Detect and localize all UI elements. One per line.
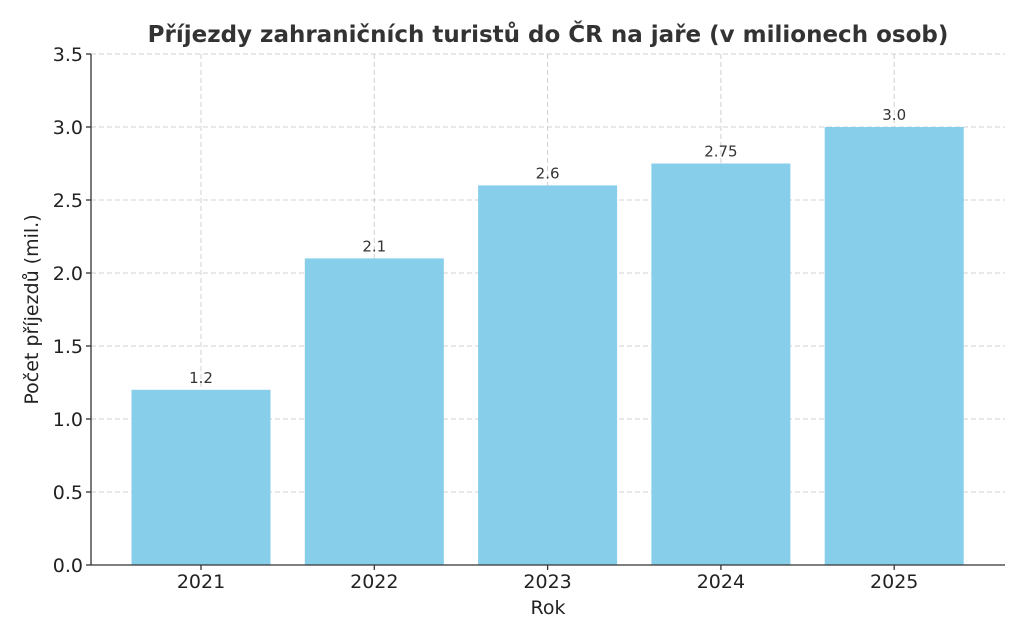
y-tick-label: 2.0: [53, 263, 83, 285]
y-tick-label: 3.0: [53, 117, 83, 139]
x-tick-label: 2021: [177, 571, 225, 593]
y-tick-label: 0.5: [53, 482, 83, 504]
y-ticks: 0.0 0.5 1.0 1.5 2.0 2.5 3.0 3.5: [53, 44, 91, 577]
bar: [478, 185, 618, 565]
y-tick-label: 0.0: [53, 555, 83, 577]
x-tick-label: 2024: [697, 571, 745, 593]
x-tick-label: 2025: [870, 571, 918, 593]
y-tick-label: 1.5: [53, 336, 83, 358]
y-tick-label: 3.5: [53, 44, 83, 66]
bar: [824, 127, 964, 565]
y-tick-label: 1.0: [53, 409, 83, 431]
bar: [131, 389, 271, 565]
bar: [651, 163, 791, 565]
bars: [131, 127, 964, 565]
bar: [304, 258, 444, 565]
bar-value-label: 2.6: [536, 164, 560, 182]
x-tick-label: 2022: [350, 571, 398, 593]
y-axis-title: Počet příjezdů (mil.): [21, 214, 43, 404]
x-axis-title: Rok: [531, 597, 566, 619]
x-tick-label: 2023: [523, 571, 571, 593]
x-ticks: 2021 2022 2023 2024 2025: [177, 565, 918, 593]
bar-value-label: 1.2: [189, 369, 213, 387]
bar-value-label: 2.1: [362, 237, 386, 255]
chart-title: Příjezdy zahraničních turistů do ČR na j…: [148, 20, 949, 48]
y-tick-label: 2.5: [53, 190, 83, 212]
bar-value-label: 2.75: [704, 143, 737, 161]
data-labels: 1.2 2.1 2.6 2.75 3.0: [189, 106, 906, 387]
bar-value-label: 3.0: [882, 106, 906, 124]
